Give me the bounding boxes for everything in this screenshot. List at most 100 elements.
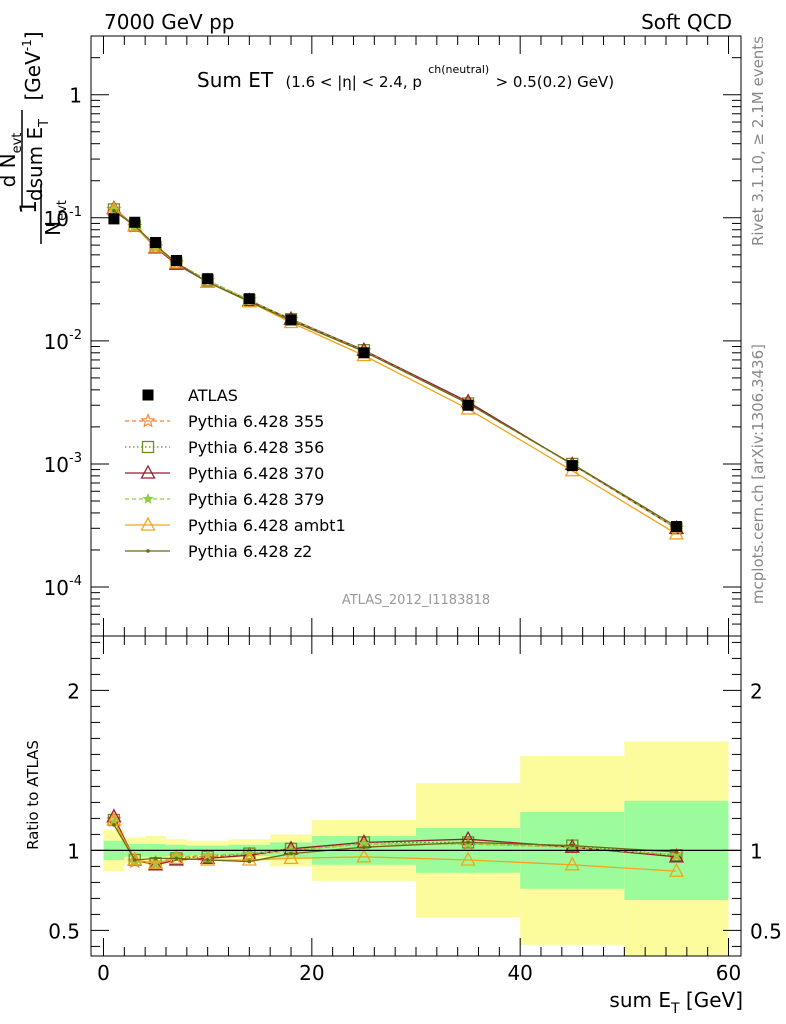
y-tick-label: 10-4 [44, 574, 82, 600]
legend-label-p355: Pythia 6.428 355 [188, 412, 324, 431]
ratio-point-ambt1 [168, 850, 185, 865]
y-label-unit: [GeV-1] [20, 31, 45, 100]
ratio-point-ambt1 [356, 848, 372, 863]
ratio-point-ambt1 [147, 854, 164, 869]
point-atlas [129, 216, 141, 228]
plot-title-detail-a: (1.6 < |η| < 2.4, p [285, 73, 421, 91]
header-right: Soft QCD [641, 10, 732, 34]
y-label-unit-close: ] [21, 31, 45, 39]
ratio-point-p370 [200, 850, 216, 865]
legend-marker-p355 [140, 412, 156, 428]
y-label-one: 1 [17, 200, 42, 214]
legend-label-z2: Pythia 6.428 z2 [188, 542, 312, 561]
legend-label-ambt1: Pythia 6.428 ambt1 [188, 516, 346, 535]
ratio-y-tick-label-right: 1 [750, 839, 763, 863]
y-label-unit-exp: -1 [20, 39, 34, 51]
ratio-point-ambt1 [668, 862, 685, 877]
main-plot-area [91, 36, 741, 636]
main-panel-background [91, 36, 741, 636]
ratio-point-z2 [132, 858, 137, 862]
x-tick-label: 20 [299, 961, 324, 985]
point-ambt1 [668, 525, 685, 540]
x-axis-label-unit: [GeV] [680, 988, 743, 1012]
ratio-y-tick-label-right: 0.5 [750, 919, 782, 943]
legend-marker-ambt1 [140, 516, 156, 531]
plot-title-main: Sum ET [197, 68, 274, 92]
x-tick-label: 40 [507, 961, 532, 985]
plot-title-sup: ch(neutral) [428, 63, 489, 76]
point-atlas [566, 460, 578, 472]
ratio-point-p370 [668, 848, 685, 863]
ratio-point-ambt1 [564, 856, 580, 871]
legend-item-atlas: ATLAS [142, 386, 238, 405]
legend-label-p370: Pythia 6.428 370 [188, 464, 324, 483]
y-tick-label: 10-3 [44, 451, 82, 477]
ratio-point-z2 [362, 845, 366, 849]
ratio-point-z2 [153, 856, 158, 861]
legend-item-ambt1: Pythia 6.428 ambt1 [125, 516, 346, 535]
ratio-point-z2 [570, 843, 575, 848]
y-label-dsum: dsum ET [23, 119, 52, 201]
point-atlas [108, 213, 120, 225]
ratio-y-tick-label: 1 [67, 839, 80, 863]
ratio-plot-marks [91, 808, 741, 877]
legend: ATLAS Pythia 6.428 355 Pythia 6.428 356 Pyt… [125, 386, 346, 561]
mcplots-label: mcplots.cern.ch [arXiv:1306.3436] [749, 344, 767, 604]
series-atlas [108, 213, 682, 533]
ratio-point-z2 [674, 850, 679, 854]
point-z2 [112, 208, 116, 213]
ratio-point-z2 [247, 859, 252, 864]
point-atlas [358, 347, 370, 359]
legend-item-p356: Pythia 6.428 356 [125, 438, 324, 457]
y-tick-label: 10-1 [44, 205, 82, 231]
plot-title-detail-b: > 0.5(0.2) GeV) [496, 73, 614, 91]
legend-marker-p356 [141, 440, 155, 454]
point-atlas [243, 293, 255, 305]
ratio-point-z2 [466, 840, 470, 845]
legend-marker-p379 [142, 492, 154, 504]
legend-item-p355: Pythia 6.428 355 [125, 412, 324, 431]
header-left: 7000 GeV pp [104, 10, 235, 34]
ratio-point-ambt1 [127, 851, 143, 866]
analysis-id: ATLAS_2012_I1183818 [342, 593, 490, 608]
legend-label-atlas: ATLAS [188, 386, 238, 405]
ratio-point-z2 [112, 823, 116, 827]
ratio-point-p379 [670, 849, 683, 861]
point-atlas [670, 521, 682, 533]
legend-label-p379: Pythia 6.428 379 [188, 490, 324, 509]
ratio-point-p355 [668, 847, 685, 862]
legend-marker-atlas [142, 389, 154, 401]
ratio-point-ambt1 [283, 850, 299, 865]
main-plot-axes: 1 10-1 10-2 10-3 10-4 [44, 35, 742, 637]
ratio-point-ambt1 [460, 851, 476, 866]
legend-item-p370: Pythia 6.428 370 [125, 464, 324, 483]
point-atlas [150, 236, 162, 248]
ratio-point-p370 [147, 856, 164, 871]
x-tick-label: 60 [716, 961, 741, 985]
legend-marker-p370 [140, 464, 156, 479]
x-axis-label: sum ET [GeV] [609, 988, 743, 1017]
plot-title: Sum ET (1.6 < |η| < 2.4, p ch(neutral) >… [197, 54, 614, 92]
point-atlas [202, 273, 214, 285]
main-y-axis-label: 1 Nevt d Nevt dsum ET [GeV-1] [0, 31, 70, 244]
y-label-n: Nevt [41, 200, 70, 236]
ratio-plot-axes: 0.5 0.51 12 20 20 40 60 [48, 635, 782, 985]
legend-label-p356: Pythia 6.428 356 [188, 438, 324, 457]
ratio-point-z2 [174, 856, 179, 861]
x-axis-label-sub: T [670, 1001, 680, 1017]
legend-item-p379: Pythia 6.428 379 [125, 490, 324, 509]
ratio-point-ambt1 [241, 851, 257, 866]
legend-marker-z2 [146, 549, 150, 553]
ratio-y-tick-label: 0.5 [48, 919, 80, 943]
ratio-series-z2 [112, 823, 679, 864]
point-atlas [170, 254, 182, 266]
ratio-y-tick-label: 2 [67, 679, 80, 703]
y-tick-label: 10-2 [44, 328, 82, 354]
legend-item-z2: Pythia 6.428 z2 [125, 542, 312, 561]
point-atlas [285, 314, 297, 326]
point-atlas [462, 399, 474, 411]
main-plot-marks [106, 200, 685, 540]
y-label-n-sub: evt [55, 200, 70, 221]
ratio-point-ambt1 [200, 851, 216, 866]
